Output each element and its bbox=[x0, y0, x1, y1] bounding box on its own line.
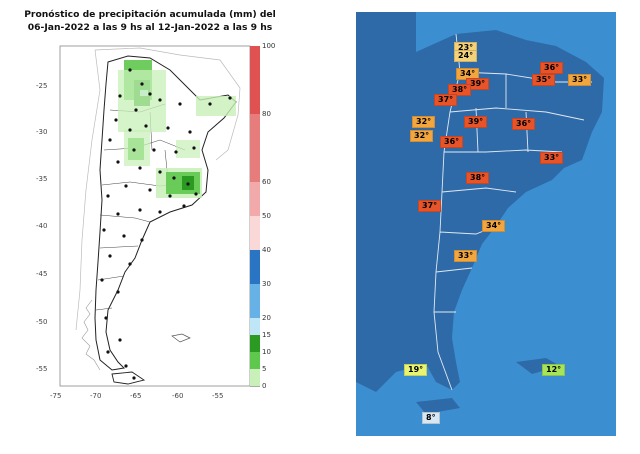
colorbar-label: 0 bbox=[262, 382, 267, 390]
station-dots bbox=[100, 68, 232, 380]
x-tick: -65 bbox=[130, 392, 142, 400]
temperature-label: 35° bbox=[532, 74, 556, 86]
x-tick: -60 bbox=[172, 392, 184, 400]
x-tick: -75 bbox=[50, 392, 62, 400]
temperature-label: 38° bbox=[448, 84, 472, 96]
temperature-label: 24° bbox=[454, 50, 478, 62]
precipitation-areas bbox=[118, 60, 236, 198]
precipitation-map-panel: Pronóstico de precipitación acumulada (m… bbox=[0, 0, 300, 454]
colorbar-label: 30 bbox=[262, 280, 271, 288]
temperature-map bbox=[356, 12, 604, 414]
colorbar bbox=[250, 46, 260, 387]
temperature-label: 36° bbox=[440, 136, 464, 148]
colorbar-label: 20 bbox=[262, 314, 271, 322]
colorbar-label: 80 bbox=[262, 110, 271, 118]
precipitation-map bbox=[59, 45, 251, 387]
malvinas-islands bbox=[171, 333, 191, 343]
colorbar-label: 100 bbox=[262, 42, 276, 50]
temperature-label: 36° bbox=[540, 62, 564, 74]
map-title: Pronóstico de precipitación acumulada (m… bbox=[18, 8, 282, 34]
land-mass bbox=[356, 12, 604, 392]
temperature-label: 33° bbox=[568, 74, 592, 86]
temperature-label: 33° bbox=[454, 250, 478, 262]
neighbor-borders bbox=[75, 47, 241, 331]
temperature-label: 32° bbox=[412, 116, 436, 128]
y-tick: -25 bbox=[36, 82, 48, 90]
malvinas-land bbox=[516, 358, 560, 374]
y-tick: -30 bbox=[36, 128, 48, 136]
colorbar-label: 40 bbox=[262, 246, 271, 254]
colorbar-label: 15 bbox=[262, 331, 271, 339]
x-tick: -70 bbox=[90, 392, 102, 400]
map-title-line-1: Pronóstico de precipitación acumulada (m… bbox=[24, 9, 276, 20]
temperature-label: 34° bbox=[482, 220, 506, 232]
chile-coast bbox=[81, 299, 101, 371]
temperature-label: 12° bbox=[542, 364, 566, 376]
temperature-label: 32° bbox=[410, 130, 434, 142]
y-tick: -40 bbox=[36, 222, 48, 230]
x-tick: -55 bbox=[212, 392, 224, 400]
temperature-label: 33° bbox=[540, 152, 564, 164]
colorbar-label: 60 bbox=[262, 178, 271, 186]
temperature-label: 39° bbox=[464, 116, 488, 128]
tierra-del-fuego-land bbox=[416, 398, 460, 414]
temperature-map-panel: 23° 24° 34° 39° 38° 37° 36° 35° 33° 32° … bbox=[356, 12, 616, 436]
colorbar-label: 50 bbox=[262, 212, 271, 220]
y-tick: -35 bbox=[36, 175, 48, 183]
temperature-label: 36° bbox=[512, 118, 536, 130]
temperature-label: 38° bbox=[466, 172, 490, 184]
temperature-label: 37° bbox=[434, 94, 458, 106]
temperature-label: 8° bbox=[422, 412, 440, 424]
y-tick: -45 bbox=[36, 270, 48, 278]
map-borders bbox=[433, 33, 592, 391]
y-tick: -55 bbox=[36, 365, 48, 373]
colorbar-label: 10 bbox=[262, 348, 271, 356]
tierra-del-fuego bbox=[111, 371, 146, 385]
colorbar-label: 5 bbox=[262, 365, 267, 373]
temperature-label: 19° bbox=[404, 364, 428, 376]
temperature-label: 37° bbox=[418, 200, 442, 212]
map-title-line-2: 06-Jan-2022 a las 9 hs al 12-Jan-2022 a … bbox=[27, 22, 273, 33]
y-tick: -50 bbox=[36, 318, 48, 326]
